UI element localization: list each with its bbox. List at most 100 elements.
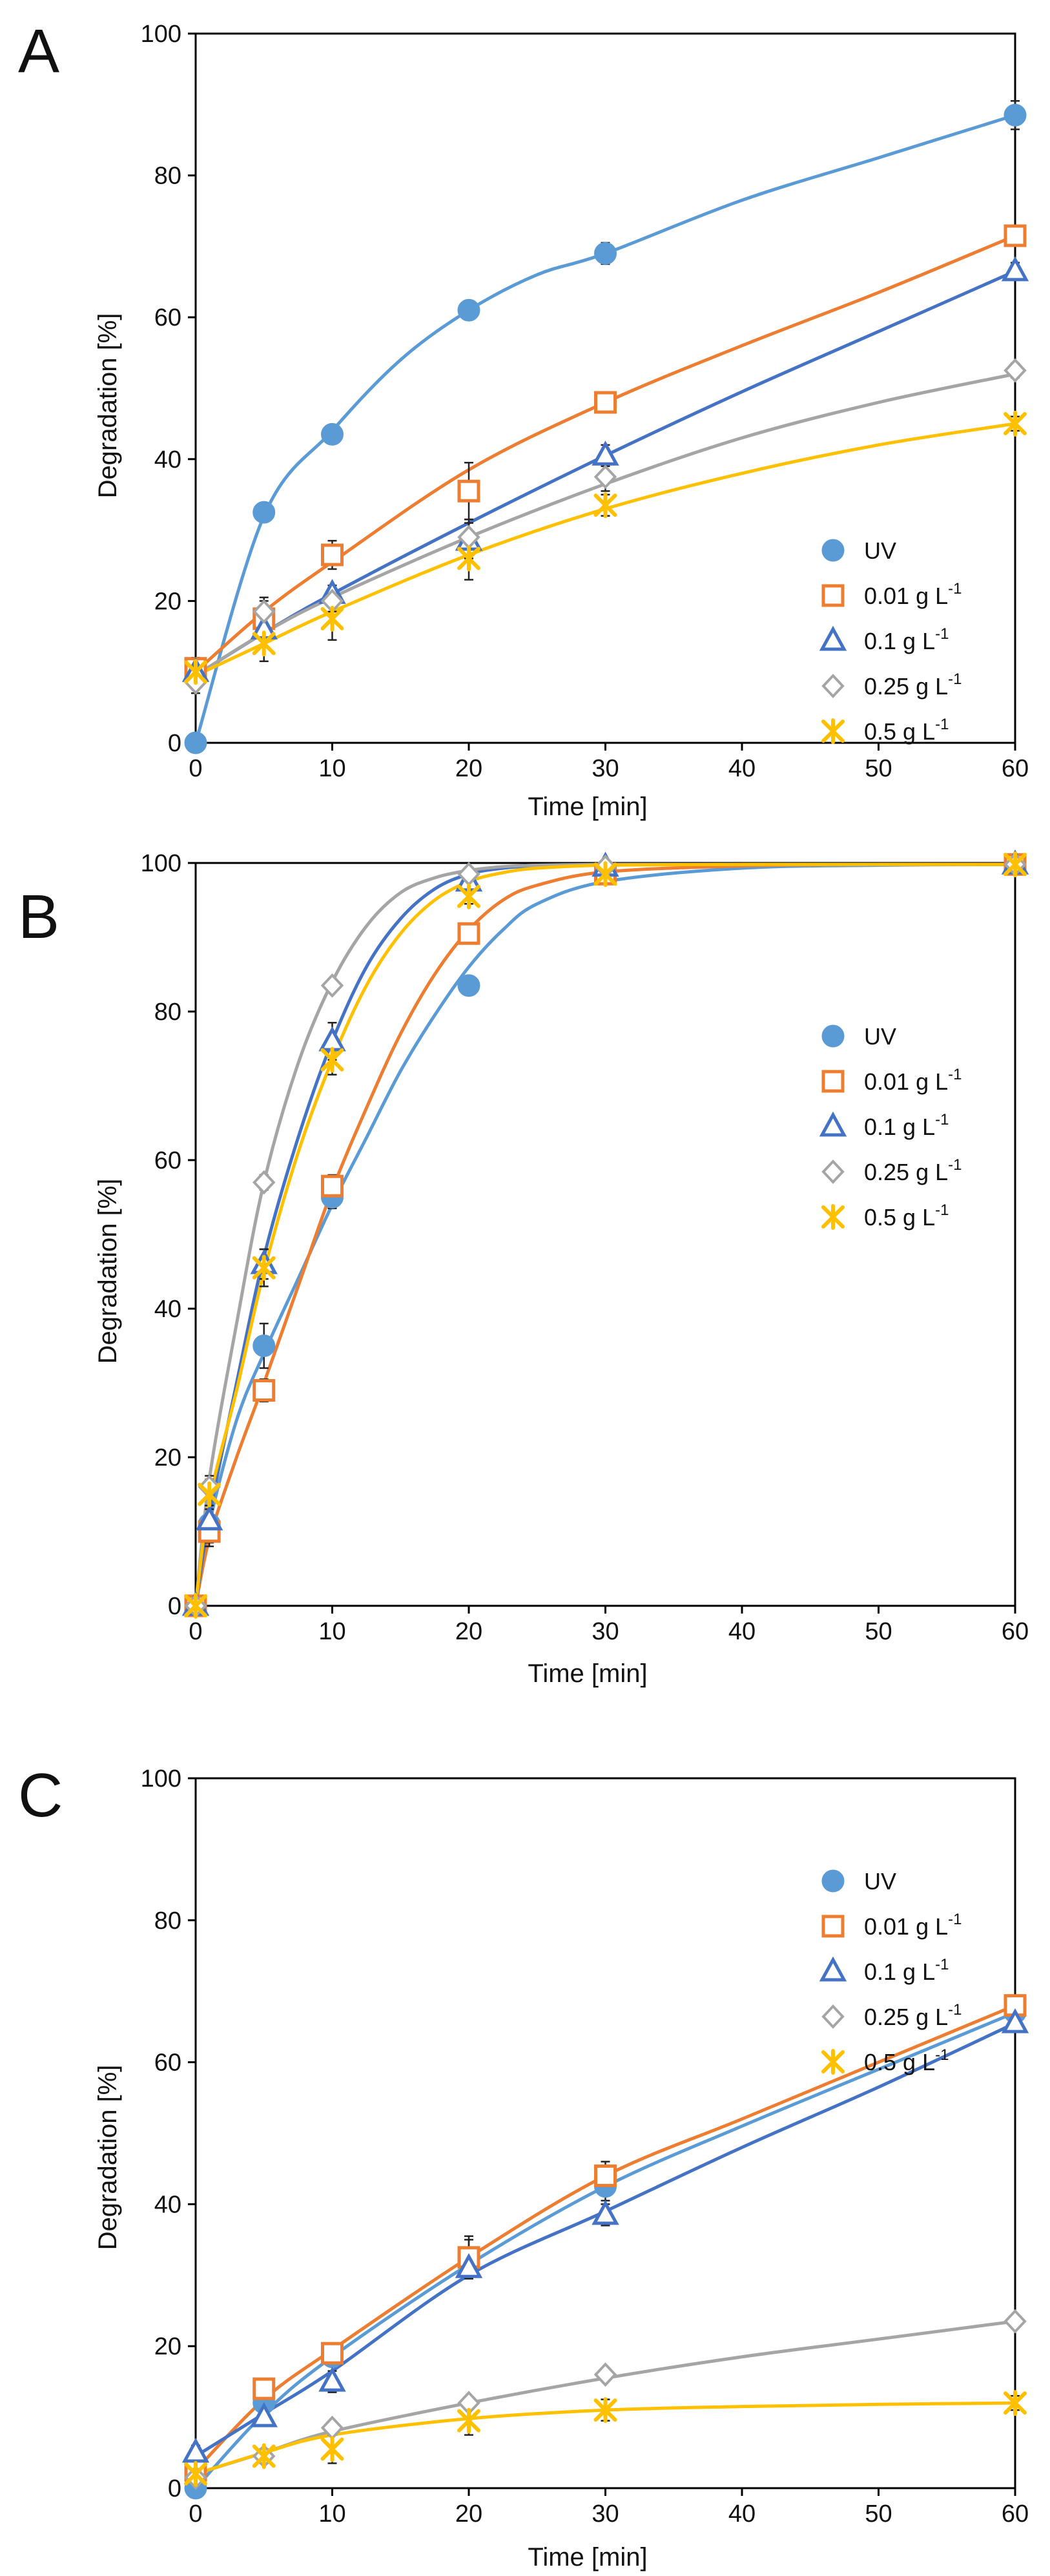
panel-c-point-0-25 [593, 2362, 617, 2387]
panel-a-point-0-01 [1004, 224, 1027, 247]
panel-b-legend-marker-0-1 [819, 1111, 847, 1137]
panel-b-x-tick-label: 30 [592, 1618, 619, 1645]
panel-c-y-tick-label: 60 [154, 2050, 181, 2077]
panel-b-curve-UV [194, 862, 1016, 1606]
panel-b-plot: 0 20 40 60 80 100 0 10 20 30 40 50 60 UV 0.01 g L-1 0.1… [141, 849, 1029, 1645]
panel-a-y-tick-label: 0 [168, 730, 181, 757]
panel-c-legend-marker-0-01 [821, 1915, 845, 1938]
panel-b-legend-label-0-25: 0.25 g L-1 [864, 1156, 962, 1185]
panel-c-point-0-25 [1004, 2309, 1027, 2334]
panel-c-curve-0-5 [195, 2401, 1016, 2476]
panel-letter-c: C [18, 1761, 63, 1830]
panel-a-point-0-25 [593, 464, 617, 490]
panel-c-legend-marker-UV [821, 1869, 845, 1893]
panel-c-point-0-1 [250, 2402, 278, 2427]
panel-b-point-0-25 [252, 1170, 276, 1195]
panel-c-y-tick-label: 0 [168, 2475, 181, 2502]
panel-b-x-tick-label: 60 [1002, 1618, 1029, 1645]
panel-c-x-tick-label: 10 [318, 2500, 345, 2528]
panel-b-point-0-25 [320, 973, 344, 998]
panel-a-point-UV [321, 422, 344, 446]
panel-b-x-axis-label: Time [min] [528, 1659, 647, 1688]
panel-c-legend-label-0-1: 0.1 g L-1 [864, 1956, 949, 1985]
panel-c-point-0-5 [593, 2397, 617, 2424]
panel-b-y-tick-label: 20 [154, 1444, 181, 1471]
panel-b-point-UV [457, 974, 480, 997]
panel-c-point-0-01 [252, 2377, 276, 2400]
panel-a-plot: 0 20 40 60 80 100 0 10 20 30 40 50 60 UV 0.01 g L-1 0.1… [141, 21, 1029, 782]
panel-c-x-tick-label: 0 [189, 2500, 202, 2528]
panel-c-point-0-01 [321, 2342, 344, 2365]
panel-letter-b: B [18, 882, 59, 951]
panel-c-legend-label-UV: UV [864, 1868, 896, 1895]
panel-b-point-UV [252, 1335, 276, 1357]
panel-c-point-0-5 [184, 2461, 207, 2488]
panel-c-legend-marker-0-1 [819, 1956, 847, 1982]
panel-c-curve-0-01 [194, 2004, 1016, 2472]
panel-b-point-0-1 [195, 1505, 223, 1531]
panel-b-point-0-5 [1004, 851, 1027, 878]
panel-c-y-tick-label: 40 [154, 2191, 181, 2218]
panel-b-point-0-01 [321, 1174, 344, 1198]
panel-b-legend-marker-0-25 [821, 1159, 845, 1184]
panel-b-point-0-01 [252, 1379, 276, 1402]
panel-a-point-0-1 [1001, 256, 1029, 282]
panel-c-legend-label-0-5: 0.5 g L-1 [864, 2046, 949, 2075]
panel-b-legend-label-0-01: 0.01 g L-1 [864, 1066, 962, 1095]
panel-a-point-0-01 [594, 391, 617, 414]
panel-a-point-UV [184, 731, 207, 754]
panel-c-legend-label-0-25: 0.25 g L-1 [864, 2001, 962, 2030]
panel-a-x-axis-label: Time [min] [528, 793, 647, 821]
panel-a-point-0-5 [1004, 410, 1027, 437]
panel-a-y-tick-label: 20 [154, 588, 181, 615]
panel-a-curve-0-5 [194, 422, 1016, 677]
panel-a-x-tick-label: 30 [592, 755, 619, 782]
panel-b-x-tick-label: 20 [455, 1618, 482, 1645]
panel-b-point-0-5 [593, 861, 617, 888]
panel-c-point-0-1 [318, 2366, 346, 2392]
panel-b-point-0-5 [184, 1593, 207, 1619]
panel-b-point-0-5 [320, 1046, 344, 1073]
panel-b-y-tick-label: 100 [141, 850, 181, 877]
panel-a-legend-marker-0-01 [821, 584, 845, 607]
panel-a-x-tick-label: 10 [318, 755, 345, 782]
panel-c-point-0-5 [252, 2443, 276, 2469]
panel-a-legend-marker-0-1 [819, 625, 847, 651]
panel-c-y-axis-label: Degradation [%] [94, 2065, 122, 2250]
panel-c-x-tick-label: 60 [1002, 2500, 1029, 2528]
panel-b-point-0-01 [457, 922, 480, 945]
panel-a-legend-label-0-1: 0.1 g L-1 [864, 625, 949, 654]
panel-c-y-tick-label: 80 [154, 1907, 181, 1935]
panel-c-point-0-1 [1001, 2008, 1029, 2033]
panel-b-x-tick-label: 40 [728, 1618, 756, 1645]
panel-a-point-0-01 [457, 479, 480, 503]
panel-c: C Degradation [%] Time [min] 0 20 40 60 80 10… [18, 1761, 1029, 2571]
panel-a-point-UV [457, 298, 480, 322]
panel-a-x-tick-label: 60 [1002, 755, 1029, 782]
panel-a-legend-label-0-25: 0.25 g L-1 [864, 670, 962, 700]
panel-a-legend-marker-0-5 [821, 718, 845, 744]
panel-a-curve-0-01 [194, 234, 1016, 674]
panel-b-legend-label-UV: UV [864, 1023, 896, 1050]
panel-c-point-0-5 [457, 2407, 480, 2434]
panel-a-legend: UV 0.01 g L-1 0.1 g L-1 0.25 g L-1 0.5 g L-1 [819, 537, 962, 745]
panel-b-legend: UV 0.01 g L-1 0.1 g L-1 0.25 g L-1 0.5 g L-1 [819, 1023, 962, 1231]
panel-a-y-tick-label: 80 [154, 163, 181, 190]
panel-c-curve-0-1 [194, 2021, 1016, 2458]
panel-a-point-0-1 [592, 441, 619, 466]
panel-c-plot: 0 20 40 60 80 100 0 10 20 30 40 50 60 UV 0.01 g L-1 0.1… [141, 1765, 1029, 2528]
panel-c-point-0-01 [594, 2164, 617, 2187]
panel-a-point-0-5 [184, 659, 207, 685]
panel-b-x-tick-label: 10 [318, 1618, 345, 1645]
panel-c-point-0-5 [320, 2436, 344, 2462]
panel-b-legend-label-0-1: 0.1 g L-1 [864, 1111, 949, 1140]
panel-a-y-axis-label: Degradation [%] [94, 313, 122, 499]
panel-a-x-tick-label: 20 [455, 755, 482, 782]
panel-a-point-0-01 [321, 543, 344, 566]
panel-c-x-tick-label: 40 [728, 2500, 756, 2528]
panel-c-y-tick-label: 100 [141, 1765, 181, 1792]
panel-b-point-0-5 [457, 883, 480, 909]
panel-a-point-0-5 [320, 605, 344, 632]
panel-b-y-tick-label: 0 [168, 1593, 181, 1620]
